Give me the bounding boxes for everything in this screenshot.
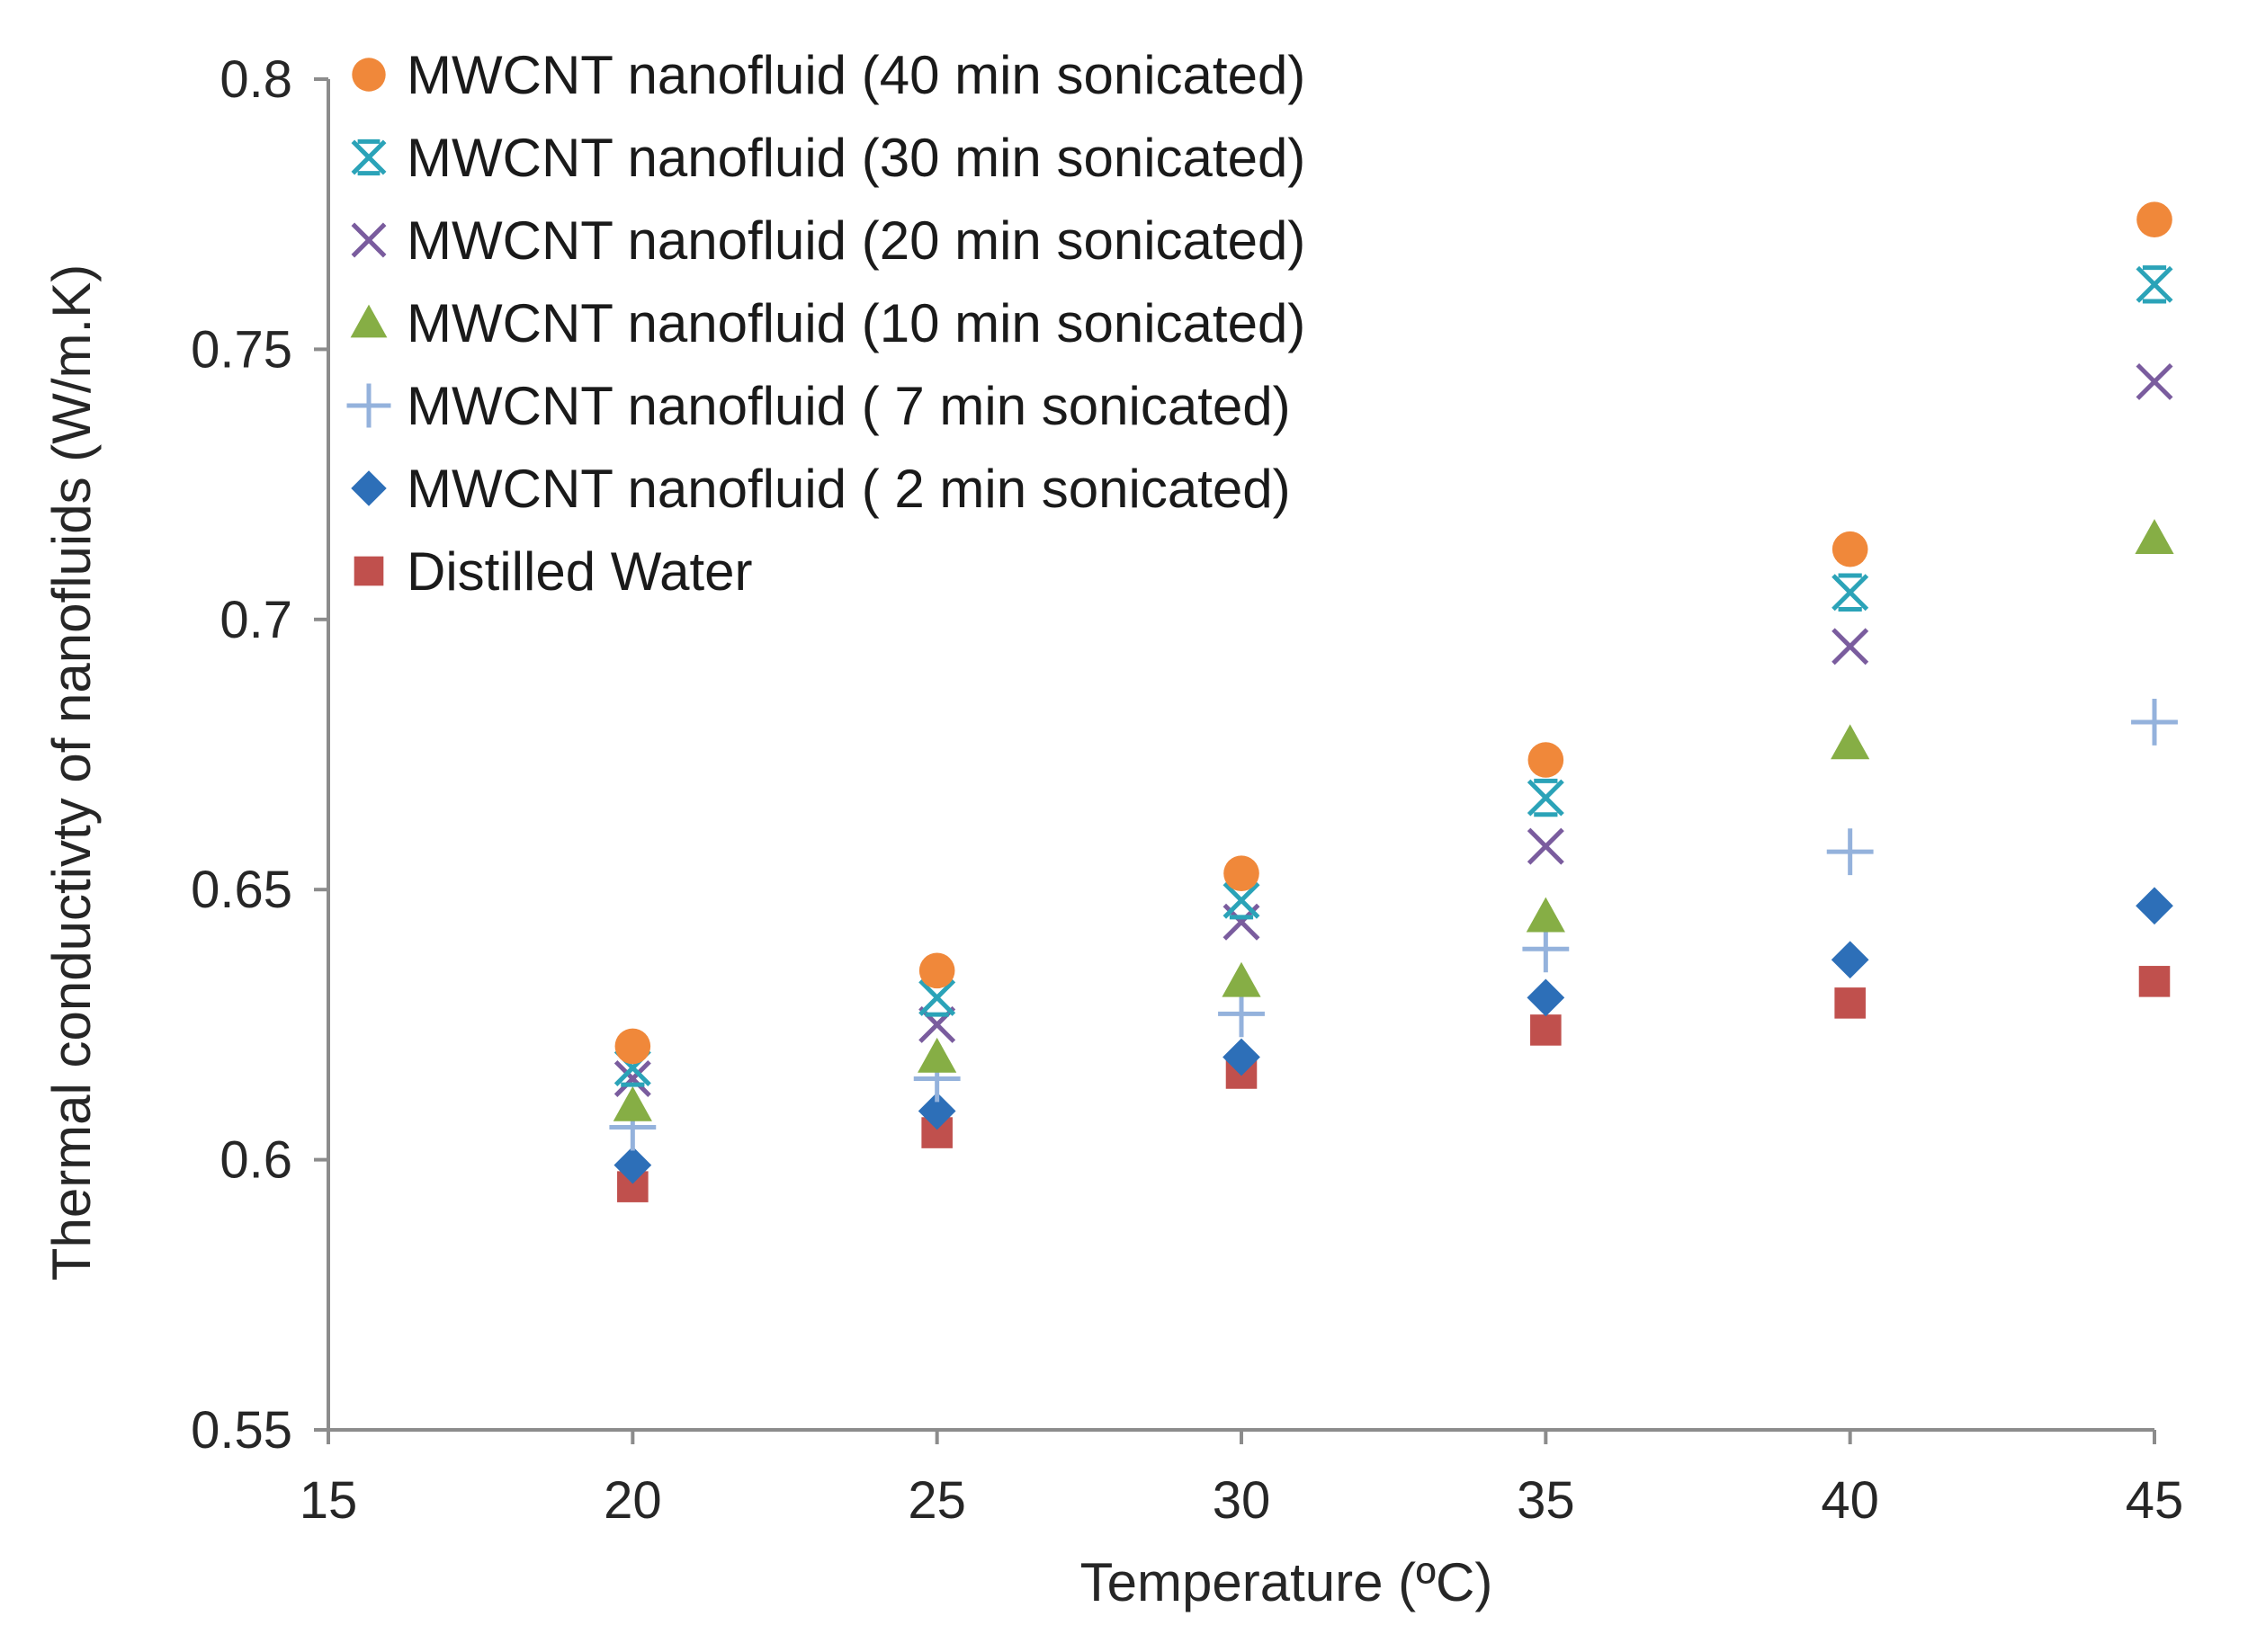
y-tick-label: 0.55: [191, 1401, 292, 1460]
data-point: [918, 1092, 956, 1130]
data-point: [1522, 925, 1570, 973]
data-point: [2136, 887, 2173, 925]
data-point: [918, 1037, 957, 1073]
data-point: [1527, 778, 1564, 817]
y-tick-label: 0.6: [219, 1131, 292, 1190]
data-points: [609, 201, 2178, 1202]
y-tick-label: 0.7: [219, 591, 292, 649]
x-tick-label: 20: [604, 1471, 662, 1530]
y-axis-title: Thermal conductivty of nanofluids (W/m.K…: [41, 264, 102, 1281]
data-point: [1222, 961, 1261, 997]
data-point: [2136, 362, 2173, 400]
legend-label: MWCNT nanofluid ( 2 min sonicated): [407, 459, 1291, 519]
x-tick-label: 25: [908, 1471, 966, 1530]
x-tick-label: 40: [1821, 1471, 1879, 1530]
data-point: [1526, 897, 1565, 933]
legend-label: MWCNT nanofluid (40 min sonicated): [407, 45, 1305, 105]
legend-marker: [346, 383, 391, 428]
data-point: [1831, 724, 1870, 760]
data-point: [613, 1146, 652, 1184]
legend-label: MWCNT nanofluid (30 min sonicated): [407, 128, 1305, 188]
legend-label: MWCNT nanofluid (10 min sonicated): [407, 293, 1305, 353]
legend-marker: [352, 58, 386, 92]
x-tick-label: 15: [300, 1471, 358, 1530]
x-ticks: 15 20 25 30 35 40 45: [300, 1430, 2184, 1530]
data-point: [1834, 987, 1866, 1019]
x-tick-label: 45: [2126, 1471, 2184, 1530]
data-point: [2136, 265, 2173, 304]
y-tick-label: 0.8: [219, 50, 292, 109]
y-ticks: 0.55 0.6 0.65 0.7 0.75 0.8: [191, 50, 328, 1460]
data-point: [1826, 828, 1874, 876]
data-point: [1527, 742, 1564, 778]
data-point: [1527, 827, 1564, 865]
data-point: [1832, 573, 1869, 612]
legend-label: Distilled Water: [407, 541, 753, 602]
data-point: [613, 1085, 652, 1121]
data-point: [1527, 978, 1565, 1017]
x-tick-label: 30: [1213, 1471, 1271, 1530]
data-point: [918, 952, 955, 989]
data-point: [1223, 855, 1259, 891]
legend: MWCNT nanofluid (40 min sonicated) MWCNT …: [346, 45, 1305, 602]
data-point: [1832, 531, 1868, 567]
data-point: [2131, 699, 2178, 746]
legend-label: MWCNT nanofluid ( 7 min sonicated): [407, 376, 1291, 436]
legend-marker: [351, 138, 387, 176]
data-point: [1832, 628, 1869, 665]
data-point: [613, 1059, 651, 1097]
x-axis-title: Temperature (ºC): [1080, 1552, 1493, 1612]
data-point: [614, 1028, 651, 1065]
y-tick-label: 0.75: [191, 320, 292, 379]
y-tick-label: 0.65: [191, 861, 292, 919]
data-point: [1218, 990, 1265, 1038]
legend-marker: [350, 304, 388, 338]
data-point: [1223, 1038, 1260, 1076]
data-point: [1530, 1014, 1562, 1046]
data-point: [2136, 201, 2172, 238]
legend-marker: [354, 556, 384, 586]
data-point: [2135, 519, 2174, 554]
legend-label: MWCNT nanofluid (20 min sonicated): [407, 210, 1305, 271]
x-tick-label: 35: [1517, 1471, 1575, 1530]
legend-marker: [351, 470, 387, 506]
axes: [327, 79, 2154, 1432]
legend-marker: [351, 222, 387, 258]
data-point: [2138, 966, 2171, 997]
data-point: [1831, 941, 1869, 979]
